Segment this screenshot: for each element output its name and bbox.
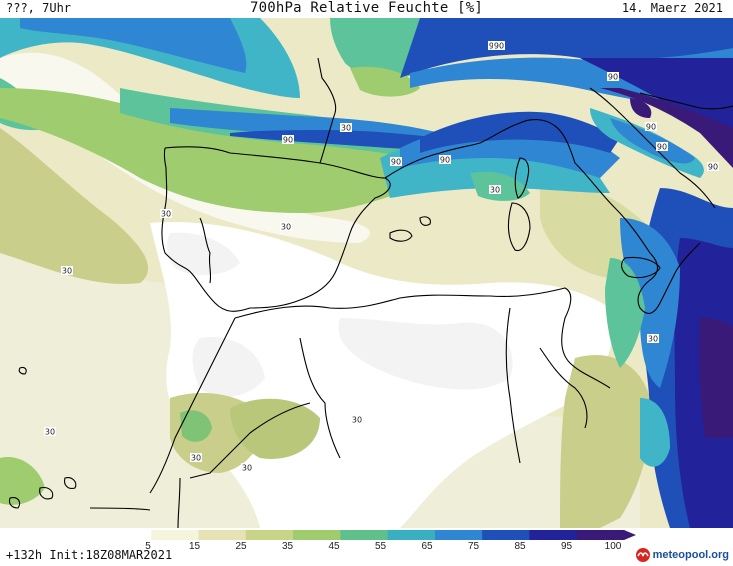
color-scale-label: 85	[514, 541, 526, 552]
color-scale-label: 45	[328, 541, 340, 552]
contour-label: 90	[646, 123, 656, 132]
contour-label-background	[645, 122, 657, 131]
contour-label: 30	[45, 428, 55, 437]
contour-label: 90	[608, 73, 618, 82]
contour-label: 90	[708, 163, 718, 172]
color-scale-label: 75	[467, 541, 480, 552]
color-scale-swatch	[340, 530, 389, 540]
color-scale-label: 25	[235, 541, 247, 552]
contour-label: 90	[494, 42, 504, 51]
contour-label-background	[390, 157, 402, 166]
meteopool-logo-icon	[635, 548, 650, 562]
contour-label-background	[489, 185, 501, 194]
contour-label-background	[190, 453, 202, 462]
color-scale-swatch	[387, 530, 436, 540]
contour-label: 90	[283, 136, 293, 145]
contour-label-background	[280, 222, 292, 231]
brand[interactable]: meteopool.org	[635, 547, 729, 563]
humidity-map-canvas: 90909090909090909030303030303030303030	[0, 18, 733, 528]
contour-label: 90	[440, 156, 450, 165]
contour-label: 30	[490, 186, 500, 195]
color-scale-swatch	[576, 530, 625, 540]
contour-label: 30	[648, 335, 658, 344]
color-scale-label: 55	[374, 541, 387, 552]
contour-label-background	[647, 334, 659, 343]
color-scale-swatch	[198, 530, 247, 540]
color-scale-swatch	[434, 530, 483, 540]
contour-label-background	[61, 266, 73, 275]
contour-label-background	[707, 162, 719, 171]
contour-label-background	[656, 142, 668, 151]
contour-label-background	[493, 41, 505, 50]
contour-label-background	[282, 135, 294, 144]
contour-label-background	[351, 415, 363, 424]
contour-label-background	[607, 72, 619, 81]
color-scale-swatch	[151, 530, 200, 540]
contour-label: 90	[391, 158, 401, 167]
map-title: 700hPa Relative Feuchte [%]	[250, 0, 483, 16]
map-footer: 5 15 25 35 45 55 65 75 85 95 100 +132h Init:18Z08M…	[0, 528, 733, 566]
coastlines	[8, 57, 733, 528]
map-header: ???, 7Uhr 700hPa Relative Feuchte [%] 14…	[0, 0, 733, 18]
contour-label-background	[241, 463, 253, 472]
contour-label: 30	[191, 454, 201, 463]
contour-label-background	[439, 155, 451, 164]
contour-label: 30	[352, 416, 362, 425]
run-info: +132h Init:18Z08MAR2021	[6, 548, 173, 562]
contour-label-background	[44, 427, 56, 436]
color-scale-label: 5	[145, 541, 151, 552]
contour-label: 90	[657, 143, 667, 152]
contour-label: 30	[341, 124, 351, 133]
contour-label: 30	[161, 210, 171, 219]
color-scale-label: 35	[281, 541, 294, 552]
color-scale-swatch	[245, 530, 294, 540]
brand-name: meteopool.org	[652, 549, 729, 561]
color-scale-arrow	[624, 530, 636, 540]
contour-label: 30	[242, 464, 252, 473]
contour-label-background	[160, 209, 172, 218]
forecast-day-label: ???, 7Uhr	[6, 1, 72, 15]
color-scale-bar	[104, 530, 636, 540]
color-scale-label: 100	[604, 541, 622, 552]
humidity-map: 90909090909090909030303030303030303030	[0, 18, 733, 528]
color-scale-label: 15	[188, 541, 201, 552]
color-scale-label: 95	[560, 541, 573, 552]
color-scale-swatch	[482, 530, 530, 540]
contour-label: 30	[62, 267, 72, 276]
color-scale-swatch	[104, 530, 152, 540]
color-scale-swatch	[293, 530, 341, 540]
color-scale-label: 65	[421, 541, 433, 552]
contour-label: 30	[281, 223, 291, 232]
contour-labels: 90909090909090909030303030303030303030	[44, 41, 719, 473]
color-scale-swatch	[529, 530, 578, 540]
forecast-date: 14. Maerz 2021	[621, 1, 723, 15]
contour-label-background	[340, 123, 352, 132]
